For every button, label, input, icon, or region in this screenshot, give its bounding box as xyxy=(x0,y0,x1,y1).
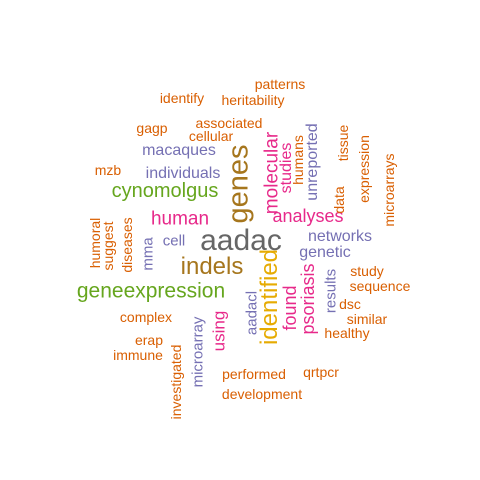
word-study: study xyxy=(350,263,384,279)
word-cell: cell xyxy=(162,232,186,250)
word-results: results xyxy=(322,268,340,314)
word-complex: complex xyxy=(119,309,173,325)
word-microarrays: microarrays xyxy=(381,153,397,227)
word-identify: identify xyxy=(159,90,205,106)
word-healthy: healthy xyxy=(324,325,370,341)
word-using: using xyxy=(209,310,229,352)
word-investigated: investigated xyxy=(168,344,184,420)
word-found: found xyxy=(280,285,300,331)
word-psoriasis: psoriasis xyxy=(298,263,318,335)
word-humans: humans xyxy=(290,135,306,185)
word-identified: identified xyxy=(256,248,283,346)
word-immune: immune xyxy=(113,347,163,363)
word-indels: indels xyxy=(180,253,244,280)
word-cellular: cellular xyxy=(188,128,234,144)
word-expression: expression xyxy=(356,135,372,203)
word-diseases: diseases xyxy=(119,217,135,273)
word-aadac: aadac xyxy=(200,224,282,257)
word-gagp: gagp xyxy=(136,120,168,136)
word-similar: similar xyxy=(346,311,388,327)
word-unreported: unreported xyxy=(304,123,321,201)
word-performed: performed xyxy=(222,366,286,382)
word-associated: associated xyxy=(195,115,263,131)
word-human: human xyxy=(150,208,210,230)
word-qrtpcr: qrtpcr xyxy=(303,364,339,380)
word-aadacl: aadacl xyxy=(243,290,261,336)
word-erap: erap xyxy=(134,332,164,348)
word-microarray: microarray xyxy=(189,316,207,388)
word-networks: networks xyxy=(307,228,373,245)
word-macaques: macaques xyxy=(142,142,216,159)
word-patterns: patterns xyxy=(254,76,306,92)
word-genetic: genetic xyxy=(299,244,351,261)
word-heritability: heritability xyxy=(221,92,285,108)
word-geneexpression: geneexpression xyxy=(76,279,226,303)
word-genes: genes xyxy=(222,144,255,224)
word-suggest: suggest xyxy=(100,221,116,271)
word-tissue: tissue xyxy=(335,124,351,162)
word-cynomolgus: cynomolgus xyxy=(111,180,219,202)
word-sequence: sequence xyxy=(349,278,411,294)
word-analyses: analyses xyxy=(272,206,344,226)
word-individuals: individuals xyxy=(145,165,221,182)
word-dsc: dsc xyxy=(339,296,361,312)
word-mzb: mzb xyxy=(94,162,122,178)
word-development: development xyxy=(221,386,303,402)
word-data: data xyxy=(331,186,347,214)
word-mma: mma xyxy=(139,237,157,271)
